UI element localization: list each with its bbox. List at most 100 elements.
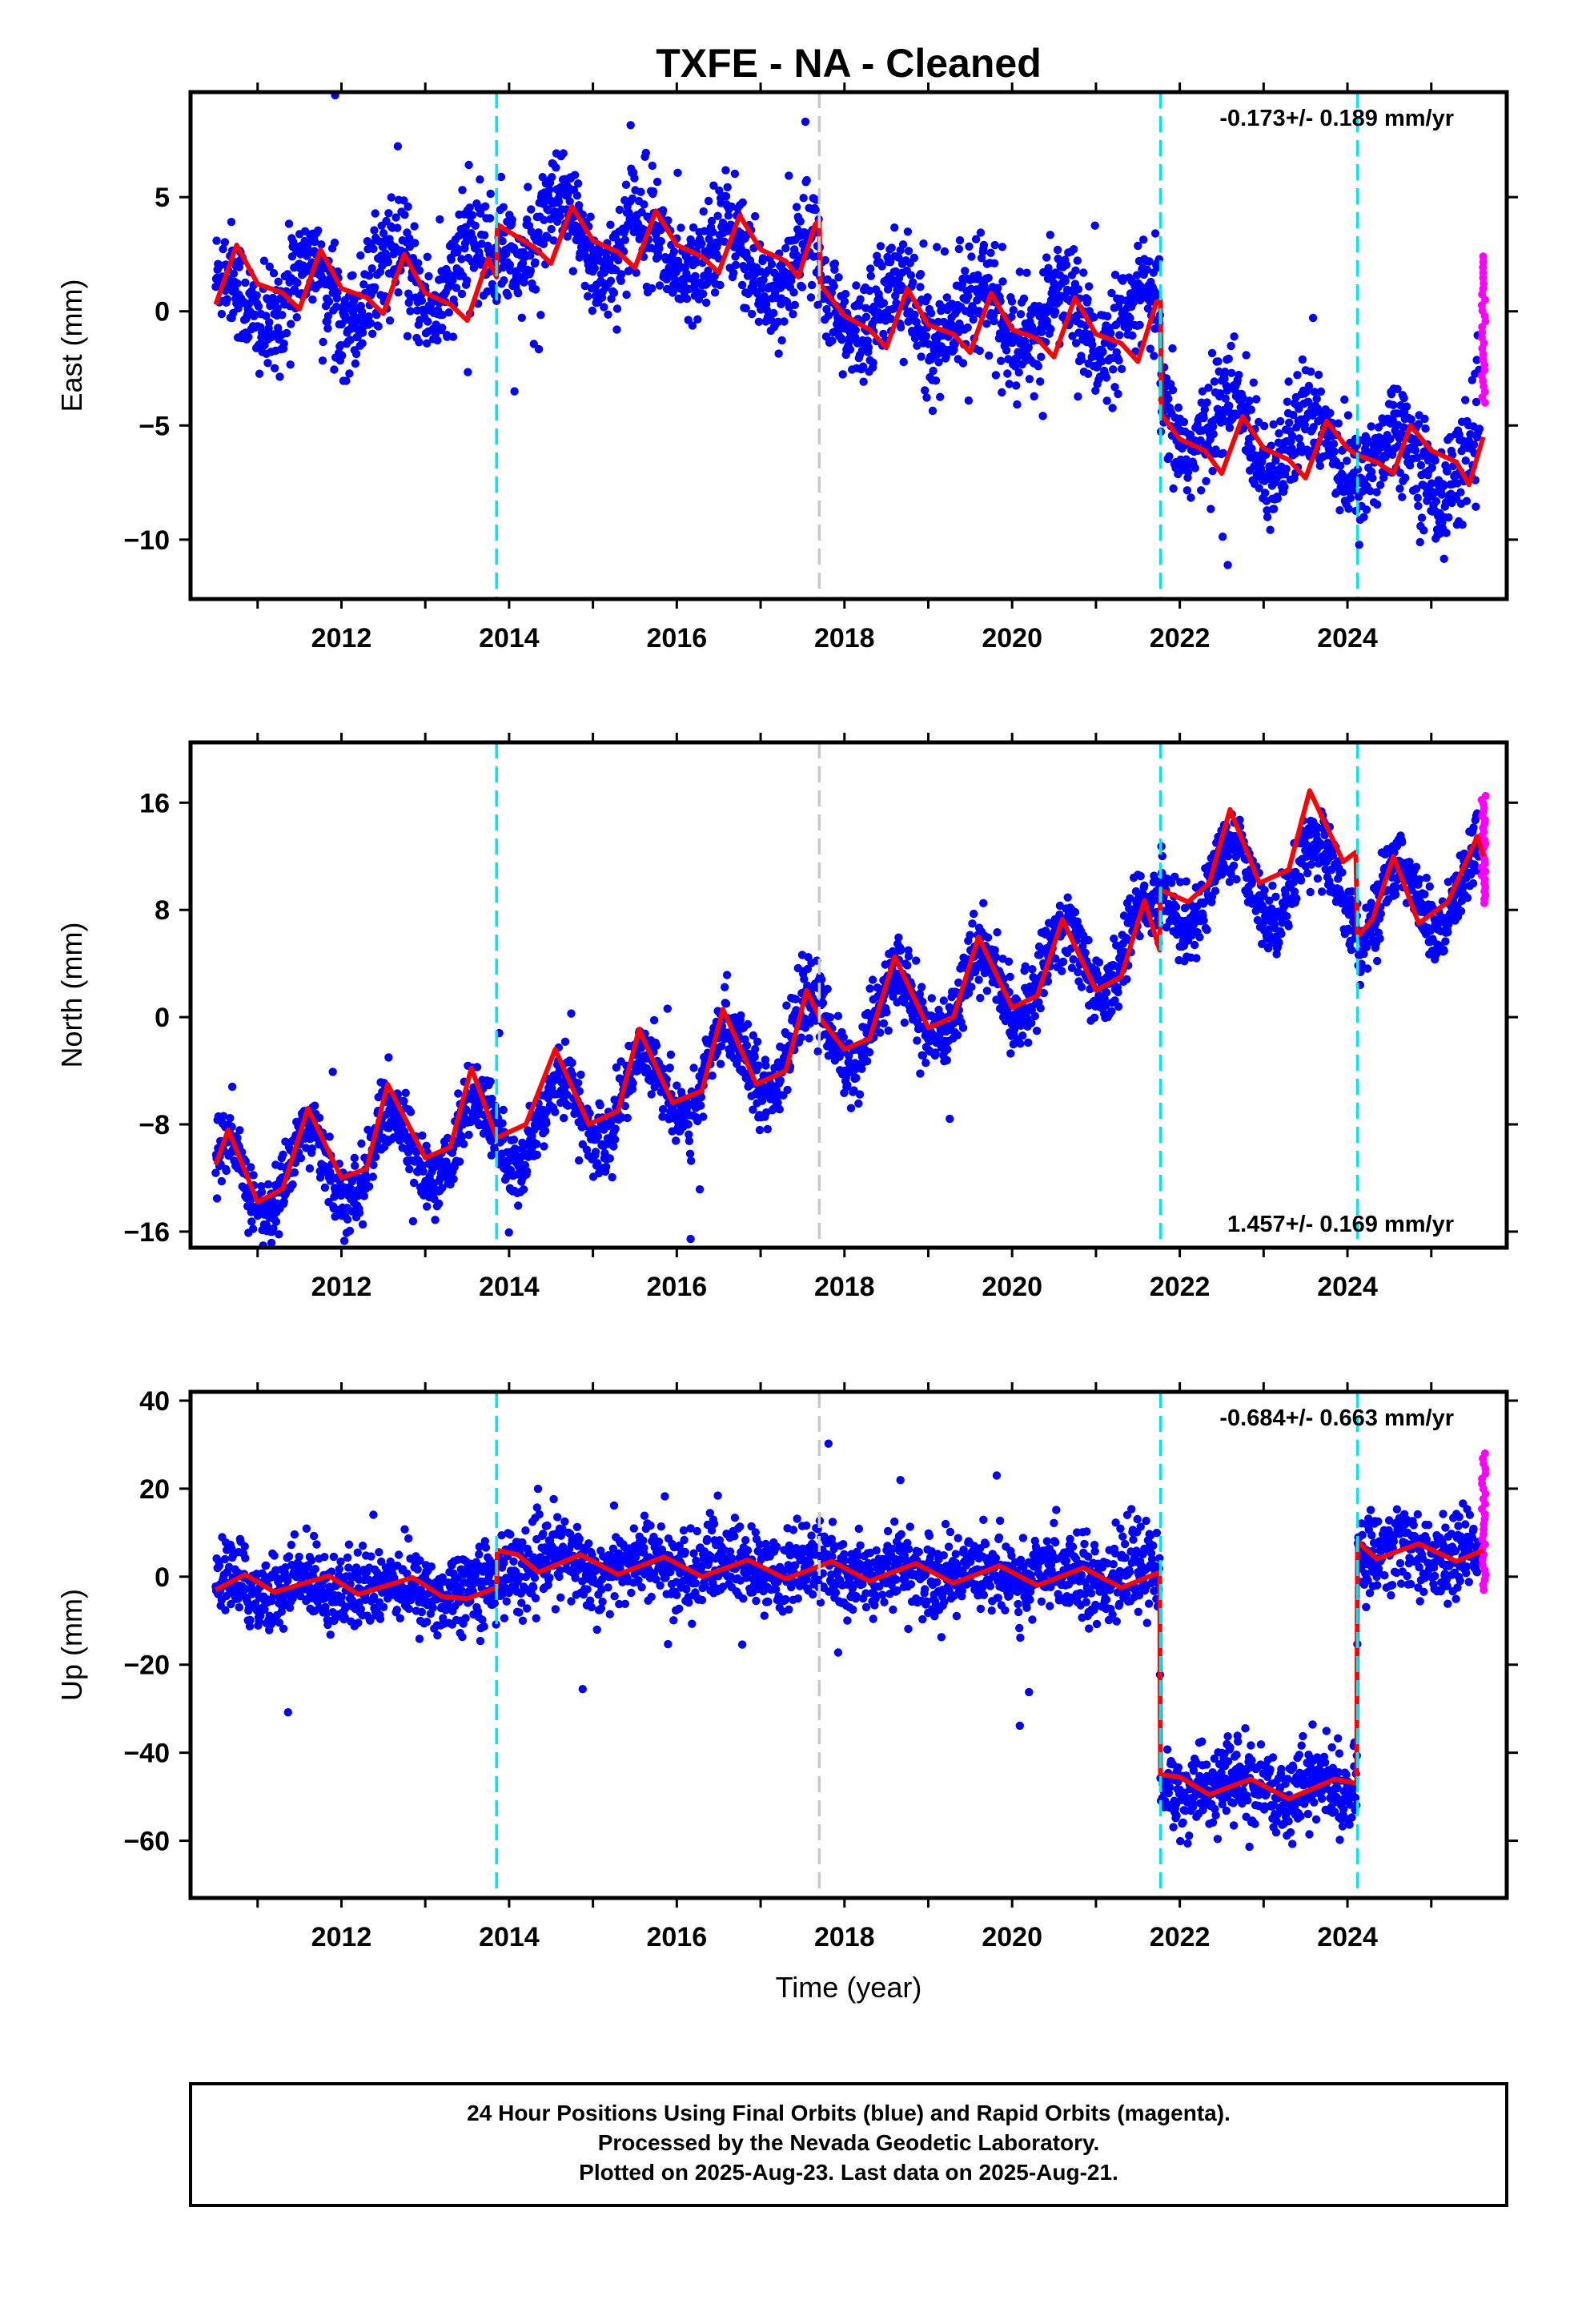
final-orbit-point: [1326, 408, 1335, 417]
final-orbit-point: [305, 1164, 315, 1173]
final-orbit-point: [1036, 377, 1045, 386]
final-orbit-point: [1009, 306, 1018, 315]
final-orbit-point: [1420, 414, 1429, 424]
final-orbit-point: [1150, 229, 1160, 238]
final-orbit-point: [1114, 389, 1122, 399]
final-orbit-point: [560, 1113, 568, 1123]
final-orbit-point: [1070, 907, 1080, 917]
final-orbit-point: [647, 1090, 656, 1099]
final-orbit-point: [1216, 389, 1225, 398]
final-orbit-point: [743, 1019, 753, 1029]
final-orbit-point: [1344, 505, 1353, 513]
final-orbit-point: [274, 277, 283, 286]
final-orbit-point: [933, 243, 942, 251]
final-orbit-point: [455, 1157, 464, 1166]
final-orbit-point: [998, 277, 1007, 286]
final-orbit-point: [410, 222, 419, 231]
final-orbit-point: [781, 243, 790, 253]
final-orbit-point: [904, 952, 913, 961]
final-orbit-point: [529, 340, 538, 348]
final-orbit-point: [1461, 396, 1470, 404]
final-orbit-point: [648, 161, 656, 171]
final-orbit-point: [383, 258, 392, 267]
final-orbit-point: [1399, 393, 1408, 403]
final-orbit-point: [244, 332, 253, 341]
final-orbit-point: [984, 273, 993, 283]
final-orbit-point: [1094, 958, 1104, 967]
final-orbit-point: [424, 317, 432, 326]
final-orbit-point: [464, 1130, 473, 1140]
final-orbit-point: [622, 290, 631, 300]
final-orbit-point: [510, 387, 519, 396]
final-orbit-point: [346, 336, 355, 344]
final-orbit-point: [370, 283, 379, 292]
final-orbit-point: [308, 295, 317, 304]
final-orbit-point: [898, 240, 908, 249]
final-orbit-point: [655, 244, 664, 253]
final-orbit-point: [741, 304, 750, 313]
final-orbit-point: [1199, 413, 1208, 423]
final-orbit-point: [1139, 235, 1148, 244]
final-orbit-point: [288, 1180, 297, 1189]
final-orbit-point: [828, 336, 837, 345]
final-orbit-point: [1444, 513, 1453, 522]
final-orbit-point: [890, 223, 899, 232]
final-orbit-point: [573, 179, 583, 188]
final-orbit-point: [912, 956, 921, 965]
final-orbit-point: [1115, 331, 1124, 340]
final-orbit-point: [934, 358, 943, 367]
final-orbit-point: [721, 191, 731, 201]
final-orbit-point: [1012, 381, 1021, 390]
final-orbit-point: [526, 266, 535, 275]
final-orbit-point: [345, 1226, 355, 1236]
final-orbit-point: [742, 1041, 752, 1050]
final-orbit-point: [350, 1153, 359, 1163]
final-orbit-point: [964, 292, 973, 300]
final-orbit-point: [438, 324, 447, 332]
final-orbit-point: [632, 268, 640, 277]
final-orbit-point: [357, 1139, 366, 1148]
final-orbit-point: [671, 275, 680, 284]
final-orbit-point: [1197, 486, 1206, 495]
final-orbit-point: [800, 975, 809, 983]
final-orbit-point: [797, 283, 807, 292]
final-orbit-point: [359, 280, 368, 289]
final-orbit-point: [823, 984, 832, 994]
final-orbit-point: [686, 1234, 695, 1244]
final-orbit-point: [986, 248, 995, 257]
final-orbit-point: [1198, 387, 1207, 396]
final-orbit-point: [692, 258, 701, 267]
final-orbit-point: [547, 224, 556, 234]
final-orbit-point: [275, 372, 284, 381]
final-orbit-point: [1469, 440, 1479, 449]
final-orbit-point: [1276, 416, 1285, 426]
final-orbit-point: [1225, 401, 1234, 410]
final-orbit-points: [211, 92, 1484, 569]
final-orbit-point: [966, 931, 974, 939]
final-orbit-point: [329, 282, 339, 291]
final-orbit-point: [457, 289, 467, 299]
final-orbit-point: [699, 1112, 708, 1121]
final-orbit-point: [803, 981, 812, 990]
final-orbit-point: [1417, 513, 1427, 522]
final-orbit-point: [1367, 422, 1375, 431]
final-orbit-point: [1077, 983, 1086, 991]
final-orbit-point: [233, 1133, 242, 1143]
final-orbit-point: [1030, 392, 1038, 401]
final-orbit-point: [1227, 341, 1235, 351]
final-orbit-point: [859, 377, 868, 386]
final-orbit-point: [499, 203, 508, 211]
final-orbit-point: [454, 244, 463, 254]
y-tick-label: −10: [123, 525, 170, 556]
final-orbit-point: [755, 1125, 765, 1135]
final-orbit-point: [750, 1052, 759, 1062]
final-orbit-point: [910, 310, 919, 320]
final-orbit-point: [229, 269, 239, 278]
final-orbit-point: [829, 282, 838, 291]
final-orbit-point: [1249, 378, 1259, 387]
final-orbit-point: [1316, 387, 1326, 396]
final-orbit-point: [1431, 497, 1441, 506]
final-orbit-point: [443, 1133, 452, 1143]
final-orbit-point: [387, 193, 396, 202]
